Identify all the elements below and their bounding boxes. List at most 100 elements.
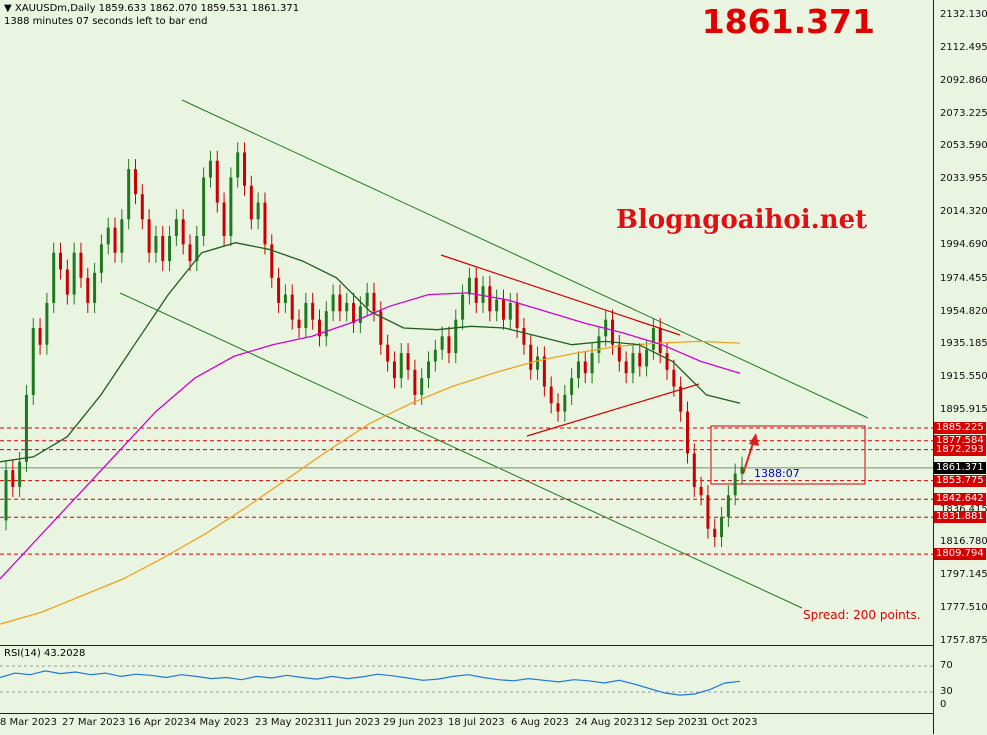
candle-bearish [685,411,689,454]
candle-bearish [529,344,533,370]
candle-bullish [536,356,540,370]
rsi-axis-label: 70 [940,660,953,671]
rsi-line [0,670,741,696]
candle-bearish [392,361,396,379]
trendline-lower-channel[interactable] [119,292,803,609]
bar-countdown-text: 1388 minutes 07 seconds left to bar end [4,16,208,27]
candle-bullish [24,394,28,462]
candle-bearish [515,302,519,329]
candle-bearish [386,344,390,362]
price-axis-label: 2033.955 [940,173,987,185]
time-axis-label: 23 May 2023 [255,717,321,728]
candle-bearish [243,152,247,186]
price-axis-label: 1816.780 [940,536,987,548]
candle-bullish [106,227,110,245]
rsi-label: RSI(14) 43.2028 [4,648,86,659]
candle-bearish [522,328,526,345]
candle-bullish [202,177,206,237]
candle-bearish [133,169,137,195]
candle-bullish [283,294,287,303]
price-axis-label: 1895.915 [940,404,987,416]
candle-bullish [304,302,308,329]
rsi-svg [0,645,933,696]
level-price-tag: 1842.642 [934,493,986,506]
candle-bearish [161,236,165,262]
level-price-tag: 1872.293 [934,443,986,456]
candle-bullish [4,470,8,521]
level-price-tag: 1809.794 [934,548,986,561]
chart-title: ▼ XAUUSDm,Daily 1859.633 1862.070 1859.5… [4,3,300,14]
candle-bearish [277,277,281,303]
candle-bullish [576,361,580,379]
price-axis-label: 1757.875 [940,635,987,646]
arrow-up [742,439,755,475]
trendline-upper-channel[interactable] [181,99,869,419]
price-chart-panel[interactable]: ▼ XAUUSDm,Daily 1859.633 1862.070 1859.5… [0,0,933,645]
trendline-red-upper[interactable] [440,254,681,336]
candle-bearish [249,185,253,220]
candle-bearish [222,202,226,237]
price-axis-label: 2132.130 [940,9,987,20]
candle-bullish [508,302,512,320]
price-axis-label: 1797.145 [940,569,987,581]
rsi-axis-label: 30 [940,686,953,697]
candle-bearish [488,286,492,312]
candle-bullish [631,353,635,374]
rsi-panel[interactable]: RSI(14) 43.2028 [0,645,933,713]
candle-bullish [229,177,233,237]
moving-average-magenta [0,292,741,580]
trendline-red-lower[interactable] [526,383,700,437]
time-axis[interactable]: 8 Mar 2023 27 Mar 2023 16 Apr 2023 4 May 20… [0,713,933,735]
price-axis[interactable]: 2132.130 2112.495 2092.860 2073.225 2053.590… [933,0,987,734]
candle-bearish [38,328,42,345]
highlight-box[interactable] [710,425,866,485]
level-price-tag: 1885.225 [934,421,986,434]
candle-bearish [113,227,117,253]
candle-bullish [99,244,103,273]
candle-bearish [638,353,642,367]
candle-bearish [447,336,451,354]
candle-bullish [461,294,465,320]
candle-bullish [127,169,131,220]
price-axis-label: 1935.185 [940,338,987,350]
candle-bullish [433,349,437,362]
level-price-tag: 1853.775 [934,474,986,487]
candle-bullish [495,299,499,312]
candle-bullish [570,378,574,395]
time-axis-label: 12 Sep 2023 [640,717,704,728]
candle-bullish [324,311,328,337]
watermark-text: Blogngoaihoi.net [616,205,868,235]
candle-bearish [624,361,628,374]
candle-bearish [352,302,356,323]
time-axis-label: 18 Jul 2023 [448,717,505,728]
candle-bearish [317,319,321,337]
candle-bullish [645,349,649,367]
candle-bullish [18,461,22,487]
candle-bearish [474,277,478,303]
candle-bearish [263,202,267,245]
time-axis-label: 27 Mar 2023 [62,717,126,728]
candle-bearish [617,344,621,362]
candle-bearish [713,528,717,538]
time-axis-label: 8 Mar 2023 [0,717,58,728]
candle-bullish [93,272,97,303]
candle-bullish [720,517,724,538]
candle-bearish [665,353,669,370]
candle-bearish [658,328,662,354]
candle-bullish [236,152,240,178]
time-axis-label: 6 Aug 2023 [511,717,569,728]
moving-average-orange [0,340,741,625]
time-axis-label: 11 Jun 2023 [320,717,381,728]
candle-bearish [311,302,315,320]
candle-bullish [467,277,471,295]
candle-bearish [379,311,383,345]
candle-bearish [215,160,219,203]
collapse-triangle-icon[interactable]: ▼ [4,3,12,14]
price-axis-label: 1974.455 [940,272,987,284]
time-axis-label: 16 Apr 2023 [128,717,190,728]
price-axis-label: 2092.860 [940,74,987,86]
candle-bearish [583,361,587,374]
price-axis-label: 1994.690 [940,238,987,250]
price-axis-label: 1777.510 [940,602,987,614]
candle-bearish [406,353,410,370]
